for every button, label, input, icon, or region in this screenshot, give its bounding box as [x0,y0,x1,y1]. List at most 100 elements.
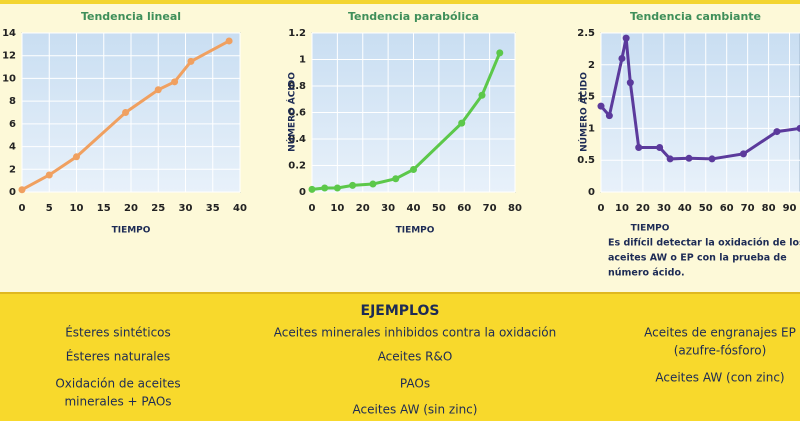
point [321,184,329,192]
y-tick-label: 0.6 [288,108,306,119]
example-item: Ésteres naturales [66,349,171,364]
point [392,175,400,183]
y-tick-label: 0 [299,187,306,198]
chart-title: Tendencia cambiante [630,10,761,23]
x-axis-label: TIEMPO [112,226,151,236]
example-item: Aceites AW (sin zinc) [353,403,478,417]
point [618,54,626,62]
y-tick-label: 1 [299,55,306,66]
example-item: Oxidación de aceites [55,377,180,391]
examples-heading: EJEMPLOS [361,303,440,319]
point [796,124,800,132]
example-item: minerales + PAOs [64,395,171,409]
x-tick-label: 80 [762,203,776,214]
x-tick-label: 10 [615,203,629,214]
point [496,49,504,57]
example-item: Aceites de engranajes EP [644,326,796,340]
series-line [311,52,502,191]
point [154,86,162,94]
x-tick-label: 15 [97,203,111,214]
x-tick-label: 5 [46,203,53,214]
point [122,109,130,116]
x-tick-label: 0 [309,203,316,214]
y-tick-label: 2 [588,60,595,71]
point [739,150,747,158]
point [225,37,233,45]
y-tick-label: 0 [588,187,595,198]
example-item: Aceites R&O [378,350,453,364]
x-tick-label: 20 [124,203,138,214]
top-stripe [0,0,800,4]
x-tick-label: 80 [508,203,522,214]
x-tick-label: 0 [19,203,26,214]
y-tick-label: 1.2 [288,28,306,39]
point [773,128,781,136]
example-item: Aceites minerales inhibidos contra la ox… [274,326,557,340]
series-line [21,39,230,192]
example-item: Aceites AW (con zinc) [655,371,784,385]
x-tick-label: 40 [678,203,692,214]
point [45,171,53,179]
x-axis-label: TIEMPO [396,226,435,236]
y-tick-label: 2 [9,164,16,175]
y-tick-label: 4 [9,142,16,153]
point [478,91,486,99]
x-tick-label: 40 [407,203,421,214]
point [349,181,357,189]
point [73,153,80,161]
x-tick-label: 25 [151,203,165,214]
x-tick-label: 0 [598,203,605,214]
example-item: (azufre-fósforo) [674,344,767,358]
point [605,112,613,120]
point [666,155,674,163]
y-tick-label: 6 [9,119,16,130]
point [187,57,195,65]
chart-title: Tendencia parabólica [348,10,479,23]
y-tick-label: 0 [9,187,16,198]
x-tick-label: 10 [70,203,84,214]
y-tick-label: 0.2 [288,161,306,172]
point [626,79,634,87]
x-tick-label: 90 [783,203,797,214]
point [458,119,466,127]
x-tick-label: 20 [636,203,650,214]
point [18,186,26,194]
point [635,143,643,151]
x-tick-label: 60 [457,203,471,214]
point [410,165,417,173]
x-tick-label: 70 [483,203,497,214]
y-axis-label: NÚMERO ÁCIDO [578,72,590,152]
point [597,102,605,110]
y-tick-label: 1 [588,123,595,134]
examples-panel [0,293,800,421]
point [622,34,630,42]
x-tick-label: 10 [330,203,344,214]
point [171,78,179,86]
x-tick-label: 35 [206,203,220,214]
point [308,185,316,193]
x-tick-label: 50 [699,203,713,214]
y-axis-label: NÚMERO ÁCIDO [286,72,298,152]
x-tick-label: 40 [233,203,247,214]
x-tick-label: 20 [356,203,370,214]
annotation: Es difícil detectar la oxidación de los [608,238,800,249]
point [333,184,341,192]
y-tick-label: 0.4 [288,134,306,145]
example-item: PAOs [400,377,430,391]
y-tick-label: 10 [2,73,16,84]
plot-area [600,32,800,193]
x-tick-label: 30 [381,203,395,214]
y-tick-label: 14 [2,28,16,39]
y-tick-label: 0.5 [577,155,595,166]
y-tick-label: 1.5 [577,92,595,103]
point [685,154,693,162]
y-tick-label: 12 [2,51,16,62]
point [369,180,377,188]
annotation: aceites AW o EP con la prueba de [608,253,787,264]
annotation: número ácido. [608,268,685,279]
y-tick-label: 0.8 [288,81,306,92]
point [708,155,716,163]
x-tick-label: 30 [657,203,671,214]
x-tick-label: 50 [432,203,446,214]
